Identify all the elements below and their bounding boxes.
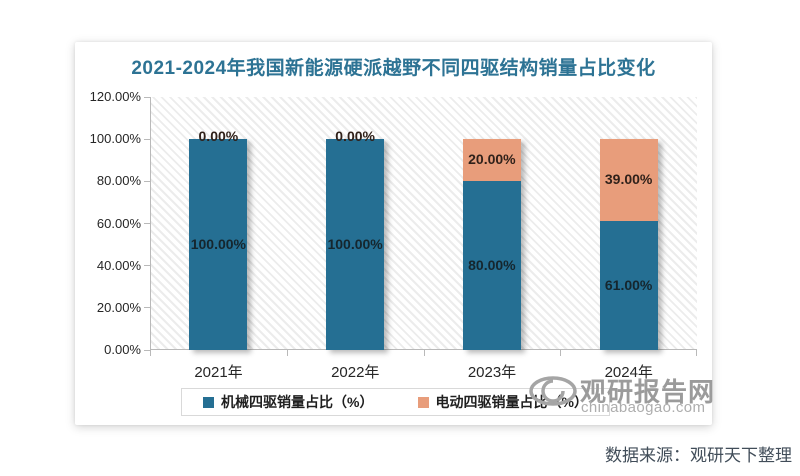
y-axis-tick <box>144 307 150 309</box>
y-axis-label: 20.00% <box>96 299 141 315</box>
legend: 机械四驱销量占比（%） 电动四驱销量占比（%） <box>181 388 610 416</box>
y-axis-label: 0.00% <box>104 342 141 357</box>
bar-value-label: 100.00% <box>190 235 247 252</box>
bar-value-label: 39.00% <box>604 171 653 188</box>
bar-segment-mechanical <box>326 139 385 350</box>
y-axis-label: 60.00% <box>96 215 141 231</box>
x-axis-tick <box>560 350 562 356</box>
legend-swatch <box>203 396 215 408</box>
y-axis-tick <box>144 96 150 98</box>
y-axis-line <box>150 97 151 350</box>
legend-label: 电动四驱销量占比（%） <box>435 394 588 410</box>
legend-item: 机械四驱销量占比（%） <box>203 392 374 412</box>
y-axis-tick <box>144 138 150 140</box>
bar-segment-electric <box>462 139 521 182</box>
y-axis-label: 80.00% <box>96 173 141 189</box>
x-axis-line <box>150 349 697 350</box>
y-axis-tick <box>144 349 150 351</box>
bar-2022年 <box>326 139 385 350</box>
chart-title: 2021-2024年我国新能源硬派越野不同四驱结构销量占比变化 <box>131 58 656 79</box>
x-axis-label: 2023年 <box>467 364 517 381</box>
y-axis-tick <box>144 265 150 267</box>
chart-card: 2021-2024年我国新能源硬派越野不同四驱结构销量占比变化 100.00% 0… <box>75 42 714 425</box>
y-axis-tick <box>144 223 150 224</box>
y-axis-label: 120.00% <box>89 89 141 104</box>
x-axis-label: 2021年 <box>194 364 243 381</box>
bar-value-label: 100.00% <box>327 235 383 252</box>
bar-segment-mechanical <box>189 139 248 350</box>
legend-label: 机械四驱销量占比（%） <box>221 394 374 410</box>
x-axis-label: 2022年 <box>331 364 380 381</box>
bar-segment-mechanical <box>599 221 658 350</box>
x-axis-tick <box>150 350 151 356</box>
y-axis-tick <box>144 180 150 182</box>
bar-2023年 <box>462 139 521 350</box>
bar-2021年 <box>189 139 248 350</box>
bar-segment-mechanical <box>462 181 521 350</box>
legend-swatch <box>417 396 429 408</box>
bar-value-label: 80.00% <box>468 256 516 273</box>
legend-item: 电动四驱销量占比（%） <box>417 392 588 412</box>
x-axis-label: 2024年 <box>604 364 653 381</box>
x-axis-tick <box>423 350 425 356</box>
x-axis-tick <box>696 350 697 356</box>
plot-area: 100.00% 0.00% 100.00% 0.00% 80.00% 20.00% 61.0… <box>144 96 697 356</box>
bar-2024年 <box>599 139 658 350</box>
y-axis-label: 40.00% <box>96 257 141 273</box>
data-source-text: 数据来源：观研天下整理 <box>605 446 792 465</box>
bar-value-label: 61.00% <box>604 276 653 293</box>
bar-value-label: 20.00% <box>468 151 516 168</box>
bar-value-label: 0.00% <box>335 128 375 145</box>
y-axis-label: 100.00% <box>89 131 141 147</box>
bar-segment-electric <box>599 139 658 222</box>
x-axis-tick <box>286 350 288 356</box>
bar-value-label: 0.00% <box>198 128 239 145</box>
